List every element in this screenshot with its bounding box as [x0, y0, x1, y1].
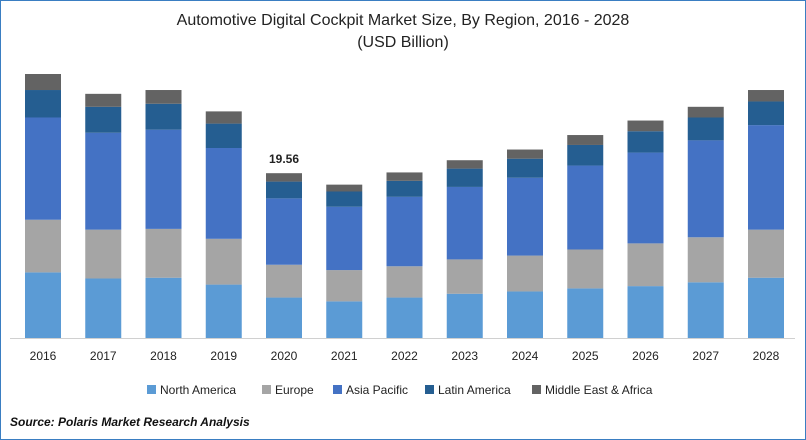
x-tick-label-2028: 2028: [753, 349, 780, 363]
bar-2023-asia-pacific: [446, 186, 483, 260]
bar-2022-latin-america: [386, 180, 423, 197]
legend-swatch-4: [425, 385, 434, 394]
bar-2016-asia-pacific: [25, 117, 61, 220]
bar-2023-north-america: [446, 293, 483, 338]
bar-2027-north-america: [687, 282, 724, 338]
bar-2027-europe: [687, 237, 724, 283]
bar-2021-asia-pacific: [326, 206, 363, 271]
legend-label-3: Asia Pacific: [346, 383, 408, 397]
bar-2016-north-america: [25, 272, 61, 338]
bar-2028-north-america: [748, 277, 784, 338]
bar-2025-asia-pacific: [567, 165, 604, 250]
bar-2028-latin-america: [748, 101, 784, 126]
bar-2026-middle-east-africa: [627, 120, 664, 132]
bar-2019-middle-east-africa: [205, 111, 242, 124]
x-tick-label-2027: 2027: [692, 349, 719, 363]
x-tick-label-2019: 2019: [210, 349, 237, 363]
bar-2020-middle-east-africa: [266, 173, 302, 182]
bar-2020-asia-pacific: [266, 198, 302, 265]
bar-2024-europe: [507, 255, 543, 292]
bar-2018-latin-america: [145, 103, 182, 130]
bar-2017-asia-pacific: [85, 132, 122, 230]
bar-2027-middle-east-africa: [687, 106, 724, 118]
legend-swatch-2: [262, 385, 271, 394]
bar-2024-asia-pacific: [507, 177, 543, 256]
bar-2026-north-america: [627, 286, 664, 338]
chart-subtitle: (USD Billion): [357, 34, 449, 51]
x-tick-label-2023: 2023: [451, 349, 478, 363]
bar-2023-latin-america: [446, 168, 483, 187]
x-tick-label-2016: 2016: [30, 349, 57, 363]
bar-2021-north-america: [326, 301, 363, 338]
bar-2017-middle-east-africa: [85, 93, 122, 107]
data-label-2020: 19.56: [269, 152, 299, 166]
bar-2019-north-america: [205, 284, 242, 338]
bar-2026-latin-america: [627, 131, 664, 153]
bar-2023-europe: [446, 259, 483, 294]
bar-2019-europe: [205, 238, 242, 285]
bar-2018-europe: [145, 228, 182, 278]
bar-2022-europe: [386, 266, 423, 298]
bar-2022-middle-east-africa: [386, 172, 423, 181]
x-tick-label-2017: 2017: [90, 349, 117, 363]
bar-2022-asia-pacific: [386, 196, 423, 267]
legend-swatch-3: [333, 385, 342, 394]
legend-swatch-1: [147, 385, 156, 394]
bar-2024-latin-america: [507, 158, 543, 178]
x-tick-label-2026: 2026: [632, 349, 659, 363]
bar-2018-middle-east-africa: [145, 90, 182, 104]
bar-2022-north-america: [386, 297, 423, 338]
bar-2028-middle-east-africa: [748, 90, 784, 102]
x-tick-label-2024: 2024: [512, 349, 539, 363]
bar-2016-europe: [25, 219, 61, 273]
bar-2020-latin-america: [266, 181, 302, 199]
bar-2027-latin-america: [687, 117, 724, 141]
chart-title: Automotive Digital Cockpit Market Size, …: [176, 12, 630, 29]
x-tick-label-2025: 2025: [572, 349, 599, 363]
bar-2018-asia-pacific: [145, 129, 182, 229]
bar-2028-asia-pacific: [748, 125, 784, 230]
x-tick-label-2021: 2021: [331, 349, 358, 363]
bar-2021-latin-america: [326, 191, 363, 207]
legend-swatch-5: [532, 385, 541, 394]
bar-2025-north-america: [567, 288, 604, 338]
bar-2016-middle-east-africa: [25, 74, 61, 91]
x-tick-label-2018: 2018: [150, 349, 177, 363]
bar-2017-latin-america: [85, 106, 122, 133]
bar-2024-north-america: [507, 291, 543, 338]
legend-label-1: North America: [160, 383, 236, 397]
bar-2025-latin-america: [567, 144, 604, 166]
bar-2017-europe: [85, 229, 122, 279]
bar-2023-middle-east-africa: [446, 160, 483, 169]
bar-2021-middle-east-africa: [326, 184, 363, 192]
bar-2026-europe: [627, 243, 664, 287]
bar-2027-asia-pacific: [687, 140, 724, 238]
chart-title-block: Automotive Digital Cockpit Market Size, …: [0, 10, 806, 54]
bar-2020-europe: [266, 264, 302, 298]
x-tick-label-2022: 2022: [391, 349, 418, 363]
legend-label-4: Latin America: [438, 383, 511, 397]
bar-2019-asia-pacific: [205, 148, 242, 239]
bar-2017-north-america: [85, 278, 122, 338]
bar-2020-north-america: [266, 297, 302, 338]
x-tick-label-2020: 2020: [271, 349, 298, 363]
bar-2019-latin-america: [205, 123, 242, 149]
bar-2018-north-america: [145, 277, 182, 338]
bar-2025-europe: [567, 249, 604, 289]
bar-2025-middle-east-africa: [567, 135, 604, 145]
bar-2021-europe: [326, 270, 363, 302]
bar-2026-asia-pacific: [627, 152, 664, 244]
bar-2028-europe: [748, 229, 784, 278]
legend-label-2: Europe: [275, 383, 314, 397]
legend-label-5: Middle East & Africa: [545, 383, 653, 397]
source-note: Source: Polaris Market Research Analysis: [10, 415, 250, 429]
bar-2024-middle-east-africa: [507, 149, 543, 159]
bar-2016-latin-america: [25, 90, 61, 118]
